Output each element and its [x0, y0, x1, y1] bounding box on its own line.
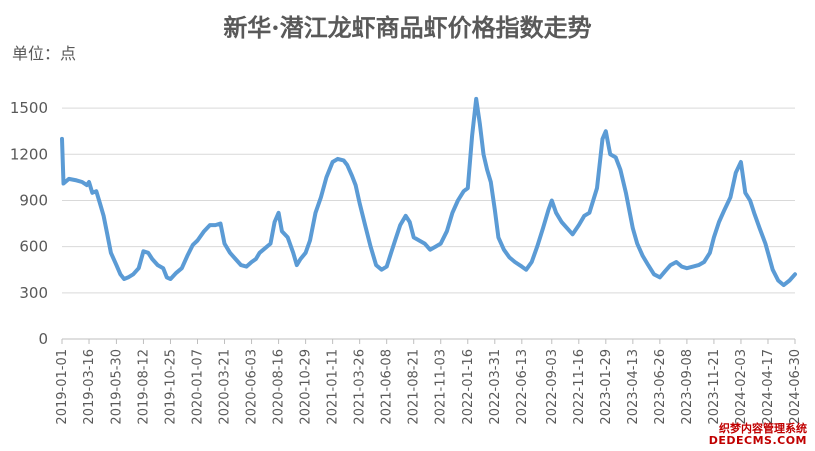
y-tick-label: 0	[38, 330, 48, 348]
y-unit-label: 单位：点	[12, 44, 77, 63]
x-tick-label: 2019-10-25	[163, 349, 178, 425]
x-tick-label: 2024-04-17	[761, 349, 776, 425]
x-tick-label: 2022-01-16	[461, 349, 476, 425]
x-tick-label: 2020-08-16	[272, 349, 287, 425]
price-index-line	[60, 96, 797, 288]
watermark-line1: 织梦内容管理系统	[719, 421, 807, 435]
y-tick-label: 900	[19, 191, 48, 209]
x-tick-label: 2019-05-30	[109, 349, 124, 425]
x-tick-label: 2020-01-07	[190, 349, 205, 425]
x-tick-label: 2023-09-08	[680, 349, 695, 425]
y-tick-label: 600	[19, 238, 48, 256]
grid-lines	[62, 107, 795, 340]
x-tick-label: 2024-02-03	[734, 349, 749, 425]
x-tick-label: 2023-04-13	[626, 349, 641, 425]
x-tick-label: 2022-11-16	[572, 349, 587, 425]
x-tick-label: 2023-01-29	[599, 349, 614, 425]
x-tick-label: 2021-11-03	[434, 349, 449, 425]
x-tick-label: 2023-11-21	[707, 349, 722, 425]
x-tick-label: 2021-08-21	[407, 349, 422, 425]
x-tick-label: 2022-03-31	[488, 349, 503, 425]
series-layer	[60, 96, 797, 288]
x-tick-label: 2021-06-08	[380, 349, 395, 425]
x-tick-label: 2020-10-29	[299, 349, 314, 425]
x-axis-ticks: 2019-01-01 2019-03-16 2019-05-30 2019-08-12…	[55, 339, 803, 425]
x-tick-label: 2019-03-16	[82, 349, 97, 425]
x-tick-label: 2021-03-26	[353, 349, 368, 425]
x-tick-label: 2019-01-01	[55, 349, 70, 425]
chart-title: 新华·潜江龙虾商品虾价格指数走势	[223, 13, 592, 42]
y-tick-label: 300	[19, 284, 48, 302]
x-tick-label: 2022-09-03	[545, 349, 560, 425]
watermark-line2: DEDECMS.COM	[708, 433, 807, 447]
x-tick-label: 2023-06-26	[653, 349, 668, 425]
y-axis-ticks: 0 300 600 900 1200 1500	[10, 99, 48, 348]
x-tick-label: 2020-06-03	[245, 349, 260, 425]
x-tick-label: 2021-01-11	[326, 349, 341, 425]
watermark: 织梦内容管理系统 DEDECMS.COM	[708, 421, 807, 447]
y-tick-label: 1200	[10, 145, 48, 163]
x-tick-label: 2020-03-21	[218, 349, 233, 425]
x-tick-label: 2022-06-13	[515, 349, 530, 425]
y-tick-label: 1500	[10, 99, 48, 117]
x-tick-label: 2019-08-12	[136, 349, 151, 425]
x-tick-label: 2024-06-30	[788, 349, 803, 425]
